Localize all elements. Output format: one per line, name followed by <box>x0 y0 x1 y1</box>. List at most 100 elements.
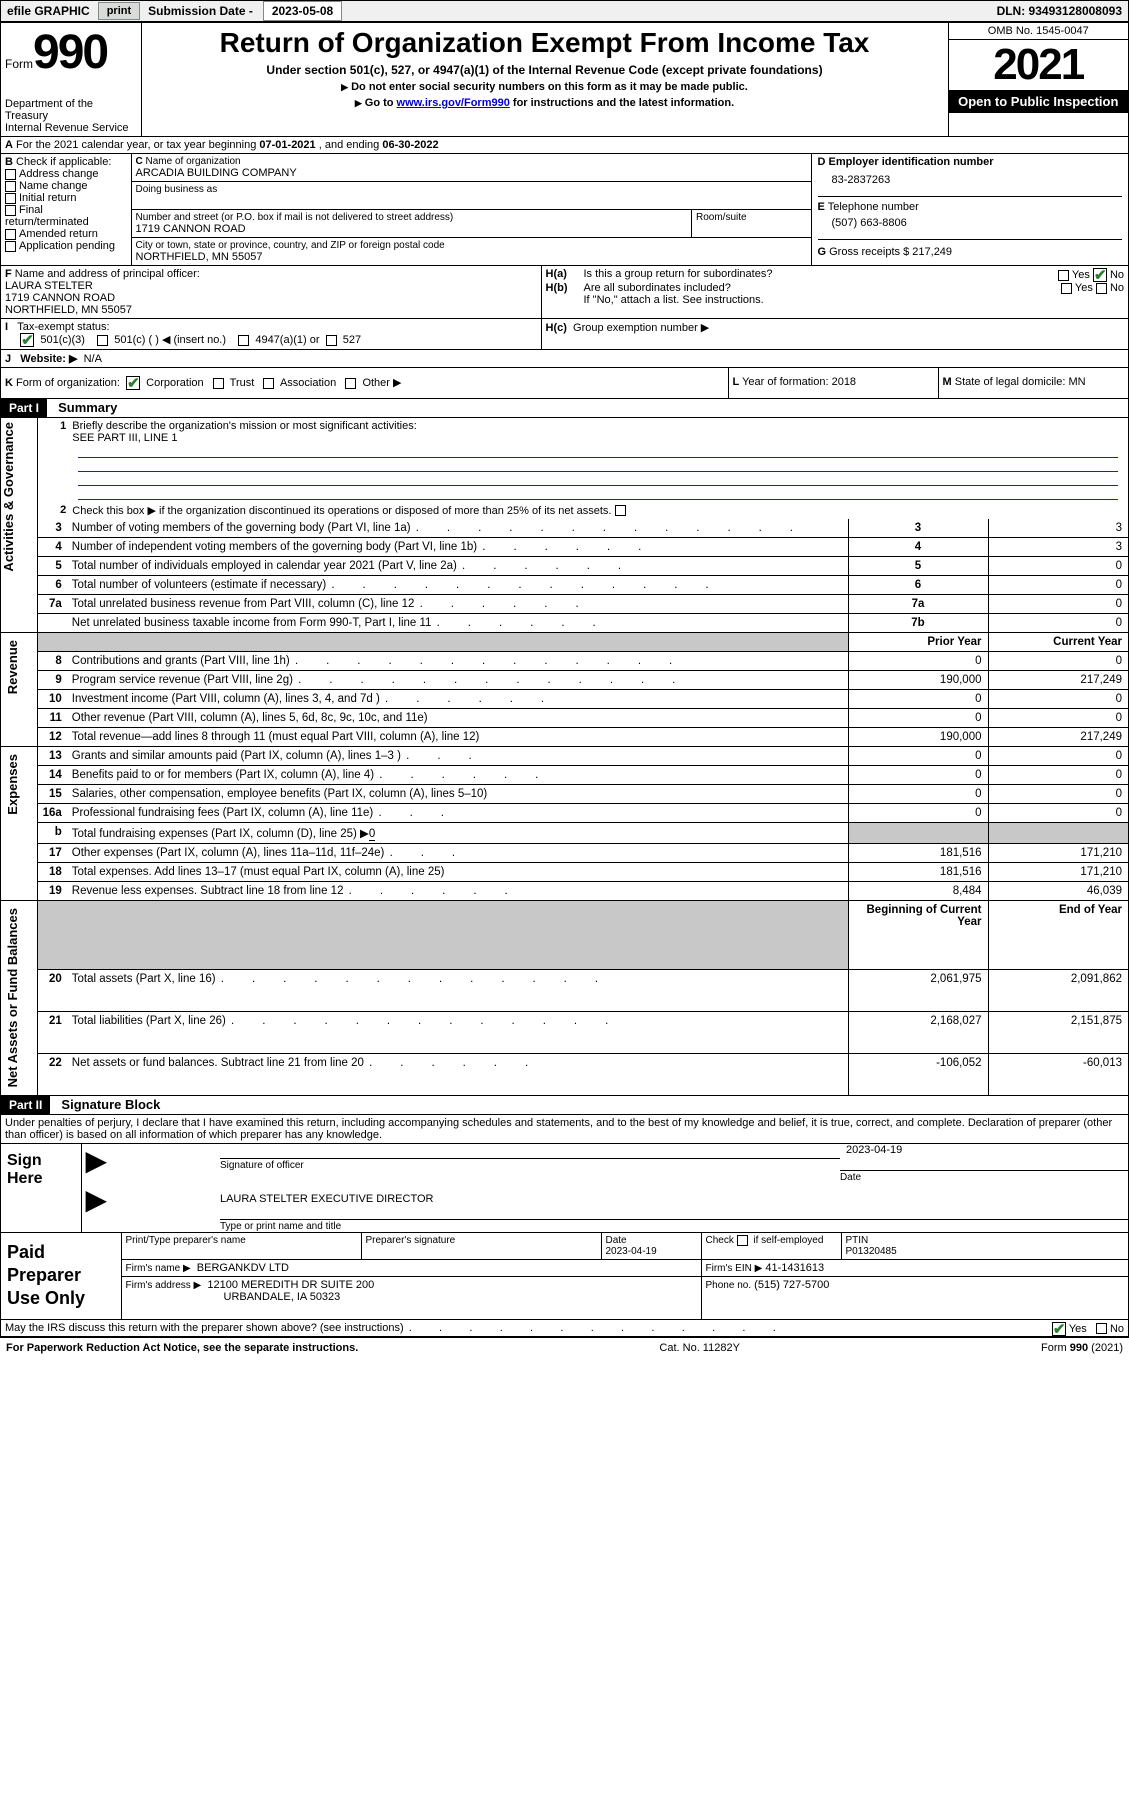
city: NORTHFIELD, MN 55057 <box>136 251 807 263</box>
p9: 190,000 <box>848 671 988 690</box>
lbl-app-pending: Application pending <box>19 240 115 252</box>
l14: Benefits paid to or for members (Part IX… <box>68 766 848 785</box>
c22: -60,013 <box>988 1053 1128 1095</box>
year-formation: 2018 <box>832 376 856 388</box>
discuss-yes[interactable] <box>1052 1322 1066 1336</box>
discuss-row: May the IRS discuss this return with the… <box>1 1320 1128 1337</box>
l13: Grants and similar amounts paid (Part IX… <box>68 747 848 766</box>
l11: Other revenue (Part VIII, column (A), li… <box>68 709 848 728</box>
firm-ein: 41-1431613 <box>765 1262 824 1274</box>
room-lbl: Room/suite <box>692 210 811 238</box>
self-emp-lbl: Check if self-employed <box>706 1235 824 1246</box>
chk-app-pending[interactable] <box>5 241 16 252</box>
c13: 0 <box>988 747 1128 766</box>
k-o1: Corporation <box>146 377 203 389</box>
chk-assoc[interactable] <box>263 378 274 389</box>
officer-city: NORTHFIELD, MN 55057 <box>5 304 132 316</box>
chk-4947[interactable] <box>238 335 249 346</box>
firm-phone: (515) 727-5700 <box>754 1279 829 1291</box>
ha-yes[interactable] <box>1058 270 1069 281</box>
d-lbl: Employer identification number <box>829 156 994 168</box>
yes-lbl: Yes <box>1072 269 1090 281</box>
q1-ans: SEE PART III, LINE 1 <box>72 432 177 444</box>
chk-initial[interactable] <box>5 193 16 204</box>
c8: 0 <box>988 652 1128 671</box>
p15: 0 <box>848 785 988 804</box>
q7b: Net unrelated business taxable income fr… <box>68 614 848 633</box>
chk-discontinued[interactable] <box>615 505 626 516</box>
q7a: Total unrelated business revenue from Pa… <box>68 595 848 614</box>
chk-527[interactable] <box>326 335 337 346</box>
chk-name[interactable] <box>5 181 16 192</box>
p17: 181,516 <box>848 844 988 863</box>
instr-goto-a: Go to <box>355 97 397 109</box>
no-lbl: No <box>1110 269 1124 281</box>
hb-yes[interactable] <box>1061 283 1072 294</box>
declaration: Under penalties of perjury, I declare th… <box>1 1114 1128 1144</box>
g-lbl: Gross receipts $ <box>829 246 909 258</box>
q4: Number of independent voting members of … <box>68 538 848 557</box>
p12: 190,000 <box>848 728 988 747</box>
eoy-hdr: End of Year <box>988 901 1128 969</box>
p10: 0 <box>848 690 988 709</box>
form-subtitle: Under section 501(c), 527, or 4947(a)(1)… <box>148 63 942 77</box>
firm-phone-lbl: Phone no. <box>706 1280 752 1291</box>
prep-name-lbl: Print/Type preparer's name <box>121 1233 361 1260</box>
q2: Check this box ▶ if the organization dis… <box>72 505 611 517</box>
open-public: Open to Public Inspection <box>949 90 1129 113</box>
c15: 0 <box>988 785 1128 804</box>
v7b: 0 <box>988 614 1128 633</box>
discuss-text: May the IRS discuss this return with the… <box>5 1322 778 1334</box>
chk-self-emp[interactable] <box>737 1235 748 1246</box>
m-lbl: State of legal domicile: <box>955 376 1066 388</box>
c20: 2,091,862 <box>988 969 1128 1011</box>
k-o4: Other ▶ <box>362 377 401 389</box>
q3: Number of voting members of the governin… <box>68 519 848 538</box>
chk-other[interactable] <box>345 378 356 389</box>
v6: 0 <box>988 576 1128 595</box>
phone: (507) 663-8806 <box>818 213 1123 239</box>
chk-501c3[interactable] <box>20 333 34 347</box>
chk-trust[interactable] <box>213 378 224 389</box>
discuss-no[interactable] <box>1096 1323 1107 1334</box>
chk-corp[interactable] <box>126 376 140 390</box>
q5: Total number of individuals employed in … <box>68 557 848 576</box>
dba-lbl: Doing business as <box>136 184 807 195</box>
part1-tag: Part I <box>1 399 47 417</box>
p21: 2,168,027 <box>848 1011 988 1053</box>
chk-501c[interactable] <box>97 335 108 346</box>
ha-no[interactable] <box>1093 268 1107 282</box>
name-title-lbl: Type or print name and title <box>220 1219 1128 1232</box>
i-o2: 501(c) ( ) ◀ (insert no.) <box>114 334 226 346</box>
p16a: 0 <box>848 804 988 823</box>
c10: 0 <box>988 690 1128 709</box>
l12: Total revenue—add lines 8 through 11 (mu… <box>68 728 848 747</box>
k-lbl: Form of organization: <box>16 377 120 389</box>
footer-rb: 990 <box>1070 1342 1088 1354</box>
chk-final[interactable] <box>5 205 16 216</box>
c11: 0 <box>988 709 1128 728</box>
prep-date: 2023-04-19 <box>606 1246 657 1257</box>
hb-no[interactable] <box>1096 283 1107 294</box>
footer-left: For Paperwork Reduction Act Notice, see … <box>6 1342 358 1354</box>
tax-year: 2021 <box>949 40 1129 90</box>
part1-title: Summary <box>50 398 125 417</box>
c-name-lbl: Name of organization <box>146 156 241 167</box>
lbl-final: Final return/terminated <box>5 204 89 228</box>
side-revenue: Revenue <box>1 633 38 747</box>
instr-link[interactable]: www.irs.gov/Form990 <box>397 97 510 109</box>
website: N/A <box>84 353 102 365</box>
p22: -106,052 <box>848 1053 988 1095</box>
print-button[interactable]: print <box>98 2 140 20</box>
chk-address[interactable] <box>5 169 16 180</box>
sign-arrow2-icon: ▶ <box>81 1183 220 1233</box>
topbar: efile GRAPHIC print Submission Date - 20… <box>0 0 1129 22</box>
submission-label: Submission Date - <box>142 4 259 18</box>
l22: Net assets or fund balances. Subtract li… <box>68 1053 848 1095</box>
part2-header: Part II Signature Block <box>1 1096 1128 1114</box>
chk-amended[interactable] <box>5 229 16 240</box>
v7a: 0 <box>988 595 1128 614</box>
dept-treasury: Department of the Treasury <box>5 98 137 122</box>
curr-hdr: Current Year <box>988 633 1128 652</box>
prior-hdr: Prior Year <box>848 633 988 652</box>
